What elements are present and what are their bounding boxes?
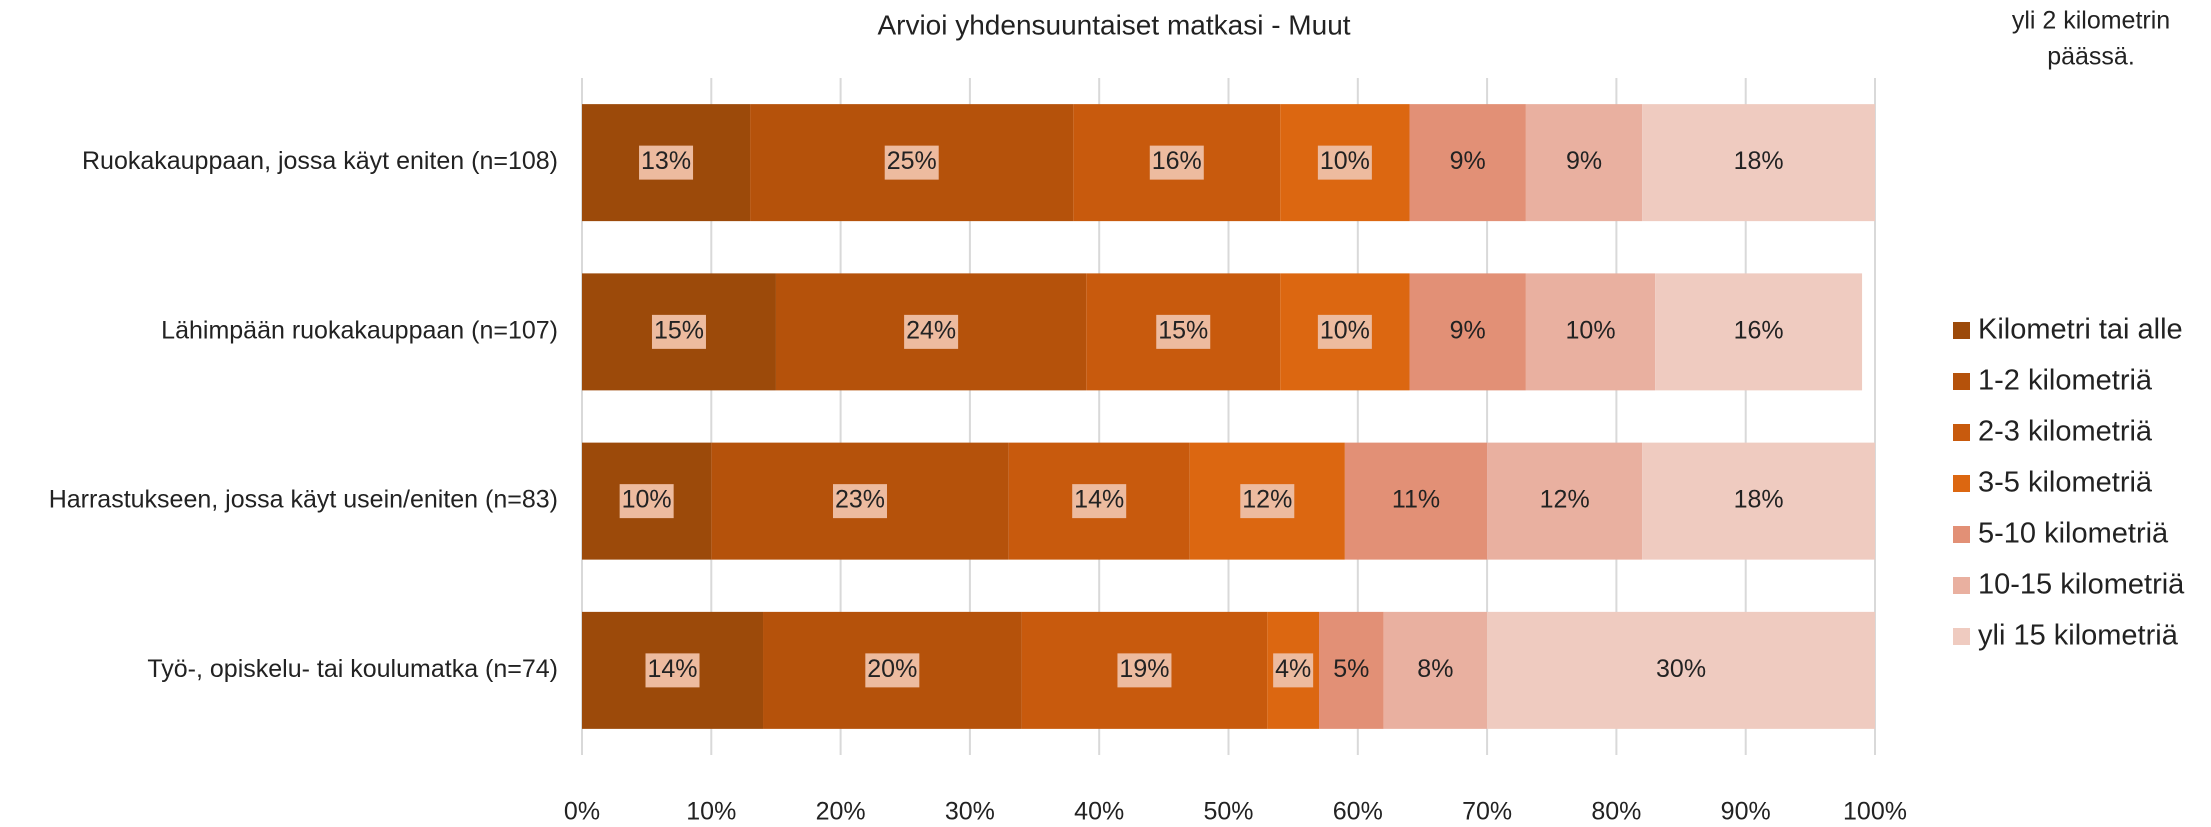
x-tick-label: 60% [1333,798,1383,826]
data-label: 16% [1152,147,1202,175]
legend-label: 3-5 kilometriä [1978,467,2153,499]
data-label: 12% [1242,486,1292,514]
legend-swatch [1953,322,1970,339]
bar-segment [1487,611,1875,729]
data-label: 10% [1320,147,1370,175]
x-tick-label: 20% [816,798,866,826]
data-label: 20% [867,655,917,683]
legend-label: 5-10 kilometriä [1978,518,2169,550]
bar-segment [1642,104,1875,222]
legend-swatch [1953,424,1970,441]
x-tick-label: 90% [1721,798,1771,826]
bar-segment [1409,104,1526,222]
label-box [651,314,706,349]
bar-segment [1409,273,1526,391]
y-tick-label: Ruokakauppaan, jossa käyt eniten (n=108) [82,147,558,175]
x-tick-label: 80% [1591,798,1641,826]
x-tick-label: 10% [686,798,736,826]
bar-segment [1642,442,1875,560]
x-tick-label: 30% [945,798,995,826]
data-label: 15% [1158,316,1208,344]
data-label: 25% [887,147,937,175]
x-tick-label: 70% [1462,798,1512,826]
legend-swatch [1953,628,1970,645]
data-label: 15% [654,316,704,344]
label-box [1149,145,1204,180]
data-label: 14% [1074,486,1124,514]
bar-segment [1344,442,1488,560]
data-label: 19% [1119,655,1169,683]
data-label: 18% [1734,486,1784,514]
label-box [1317,314,1372,349]
label-box [619,484,674,519]
y-tick-label: Lähimpään ruokakauppaan (n=107) [161,316,558,344]
data-label: 9% [1450,316,1486,344]
legend-swatch [1953,526,1970,543]
legend-label: 1-2 kilometriä [1978,365,2153,397]
label-box [865,653,920,688]
data-label: 4% [1275,655,1311,683]
data-label: 9% [1450,147,1486,175]
bar-segment [1655,273,1863,391]
label-box [1156,314,1211,349]
label-box [1273,653,1314,688]
label-box [832,484,887,519]
data-label: 11% [1392,486,1440,514]
data-label: 10% [622,486,672,514]
annotation: yli 2 kilometrin [2012,7,2170,35]
legend-label: 10-15 kilometriä [1978,569,2185,601]
data-label: 10% [1566,316,1616,344]
legend-label: Kilometri tai alle [1978,314,2183,346]
chart-title: Arvioi yhdensuuntaiset matkasi - Muut [877,9,1350,40]
legend-label: yli 15 kilometriä [1978,620,2179,652]
legend-swatch [1953,577,1970,594]
label-box [645,653,700,688]
label-box [1317,145,1372,180]
bar-segment [1383,611,1488,729]
label-box [884,145,939,180]
x-tick-label: 40% [1074,798,1124,826]
bar-segment [1319,611,1384,729]
label-box [1240,484,1295,519]
annotation: päässä. [2047,43,2135,71]
label-box [1072,484,1127,519]
x-tick-label: 50% [1203,798,1253,826]
bar-segment [1525,104,1643,222]
x-tick-label: 0% [564,798,600,826]
bar-segment [1525,273,1656,391]
data-label: 24% [906,316,956,344]
legend-swatch [1953,373,1970,390]
data-label: 8% [1417,655,1453,683]
data-label: 9% [1566,147,1602,175]
data-label: 12% [1540,486,1590,514]
label-box [1117,653,1172,688]
data-label: 5% [1333,655,1369,683]
data-label: 10% [1320,316,1370,344]
data-label: 13% [641,147,691,175]
data-label: 18% [1734,147,1784,175]
data-label: 14% [647,655,697,683]
label-box [639,145,694,180]
bar-segment [1487,442,1643,560]
y-tick-label: Harrastukseen, jossa käyt usein/eniten (… [49,486,558,514]
legend-swatch [1953,475,1970,492]
x-tick-label: 100% [1843,798,1907,826]
legend-label: 2-3 kilometriä [1978,416,2153,448]
data-label: 30% [1656,655,1706,683]
label-box [904,314,959,349]
data-label: 23% [835,486,885,514]
data-label: 16% [1734,316,1784,344]
y-tick-label: Työ-, opiskelu- tai koulumatka (n=74) [147,655,558,683]
